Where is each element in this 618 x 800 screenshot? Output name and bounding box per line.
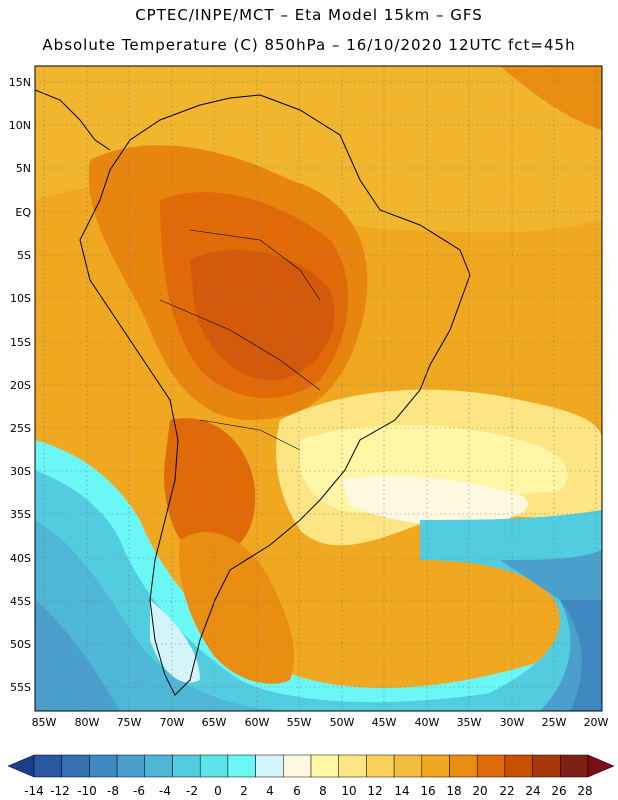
lat-label-25s: 25S [10, 422, 31, 435]
coastline [35, 89, 471, 696]
lon-label-25w: 25W [542, 716, 567, 729]
colorbar-label: 10 [341, 784, 356, 798]
colorbar-label: 6 [293, 784, 301, 798]
colorbar-high-arrow [587, 754, 615, 778]
lon-label-20w: 20W [584, 716, 609, 729]
lat-label-15n: 15N [9, 76, 31, 89]
colorbar-label: -4 [159, 784, 171, 798]
colorbar-label: 22 [499, 784, 514, 798]
colorbar-label: 12 [367, 784, 382, 798]
colorbar-cell [366, 754, 395, 778]
colorbar-cell [116, 754, 146, 778]
colorbar-labels: -14 -12 -10 -8 -6 -4 -2 0 2 4 6 8 10 12 … [24, 784, 592, 798]
lon-label-75w: 75W [117, 716, 142, 729]
map-title-line-2: Absolute Temperature (C) 850hPa – 16/10/… [42, 36, 576, 54]
map-title-line-1: CPTEC/INPE/MCT – Eta Model 15km – GFS [135, 6, 483, 24]
colorbar-cell [532, 754, 561, 778]
colorbar-label: 0 [214, 784, 222, 798]
colorbar-label: 14 [394, 784, 409, 798]
colorbar-cell [172, 754, 201, 778]
colorbar-cell [199, 754, 229, 778]
lon-label-85w: 85W [32, 716, 57, 729]
lat-label-35s: 35S [10, 508, 31, 521]
graticule [35, 66, 602, 711]
colorbar-cell [255, 754, 284, 778]
colorbar-cell [227, 754, 256, 778]
lon-label-45w: 45W [372, 716, 397, 729]
lon-label-80w: 80W [75, 716, 100, 729]
lat-label-15s: 15S [10, 336, 31, 349]
lat-label-30s: 30S [10, 465, 31, 478]
colorbar-label: 26 [551, 784, 566, 798]
colorbar-cell [338, 754, 367, 778]
colorbar-label: -2 [186, 784, 198, 798]
colorbar-label: -8 [107, 784, 119, 798]
colorbar-label: -6 [133, 784, 145, 798]
colorbar-cell [449, 754, 478, 778]
colorbar-label: 18 [446, 784, 461, 798]
colorbar-cell [310, 754, 339, 778]
lon-label-30w: 30W [500, 716, 525, 729]
lat-label-eq: EQ [15, 206, 31, 219]
lon-label-35w: 35W [457, 716, 482, 729]
colorbar-cell [144, 754, 173, 778]
colorbar-label: 20 [472, 784, 487, 798]
colorbar-label: 16 [420, 784, 435, 798]
latitude-labels: 15N 10N 5N EQ 5S 10S 15S 20S 25S 30S 35S… [9, 76, 32, 694]
colorbar-label: -12 [50, 784, 70, 798]
colorbar-cell [421, 754, 450, 778]
colorbar-label: 2 [240, 784, 248, 798]
colorbar-cell [393, 754, 423, 778]
color-bar [7, 754, 615, 778]
colorbar-cell [560, 754, 589, 778]
lat-label-10s: 10S [10, 292, 31, 305]
map-frame [34, 65, 603, 712]
colorbar-label: 8 [319, 784, 327, 798]
colorbar-label: 4 [266, 784, 274, 798]
lat-label-5s: 5S [17, 249, 31, 262]
lat-label-20s: 20S [10, 379, 31, 392]
lat-label-50s: 50S [10, 638, 31, 651]
colorbar-low-arrow [7, 754, 35, 778]
lon-label-50w: 50W [330, 716, 355, 729]
colorbar-label: -14 [24, 784, 44, 798]
lon-label-40w: 40W [415, 716, 440, 729]
colorbar-label: 28 [577, 784, 592, 798]
lat-label-40s: 40S [10, 552, 31, 565]
colorbar-cell [476, 754, 506, 778]
colorbar-cell [61, 754, 90, 778]
lat-label-55s: 55S [10, 681, 31, 694]
colorbar-label: 24 [525, 784, 540, 798]
colorbar-cell [283, 754, 312, 778]
longitude-labels: 85W 80W 75W 70W 65W 60W 55W 50W 45W 40W … [32, 716, 609, 729]
lat-label-10n: 10N [9, 119, 31, 132]
lon-label-60w: 60W [245, 716, 270, 729]
lon-label-70w: 70W [160, 716, 185, 729]
temperature-field [35, 66, 602, 711]
colorbar-cell [89, 754, 118, 778]
colorbar-label: -10 [77, 784, 97, 798]
colorbar-cell [33, 754, 62, 778]
colorbar-cell [504, 754, 533, 778]
lon-label-55w: 55W [287, 716, 312, 729]
lat-label-5n: 5N [16, 162, 31, 175]
lat-label-45s: 45S [10, 595, 31, 608]
lon-label-65w: 65W [202, 716, 227, 729]
